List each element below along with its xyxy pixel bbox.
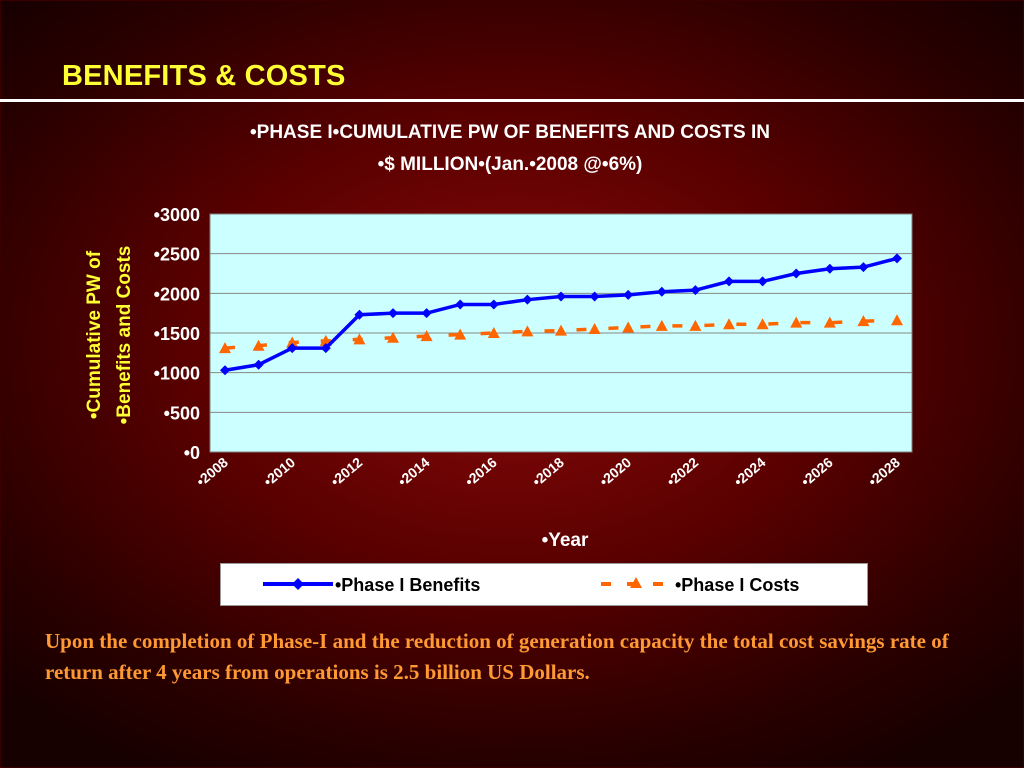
chart-title-line2: •$ MILLION•(Jan.•2008 @•6%) (377, 154, 643, 175)
chart-legend: •Phase I Benefits •Phase I Costs (220, 563, 868, 606)
costs-point (723, 318, 735, 330)
benefits-point (455, 299, 466, 310)
benefits-point (858, 262, 869, 273)
x-tick-label: •2020 (596, 454, 634, 490)
y-tick-label: •1000 (154, 364, 200, 384)
costs-point (454, 328, 467, 340)
benefits-point (623, 289, 634, 300)
benefits-point (824, 263, 835, 274)
costs-point (622, 321, 635, 333)
benefits-point (556, 291, 566, 302)
x-tick-label: •2014 (395, 454, 433, 490)
costs-point (252, 339, 265, 351)
benefits-point (522, 294, 533, 305)
y-tick-label: •2500 (154, 245, 200, 265)
benefits-point (724, 276, 734, 287)
legend-costs-label: •Phase I Costs (675, 575, 800, 595)
benefits-point (354, 309, 365, 320)
x-tick-label: •2024 (731, 454, 769, 490)
costs-point (387, 331, 399, 343)
benefits-point (892, 253, 902, 264)
slide-title: BENEFITS & COSTS (62, 60, 346, 92)
costs-point (857, 315, 870, 327)
benefits-point (488, 299, 499, 310)
x-tick-label: •2028 (865, 454, 903, 490)
x-tick-label: •2018 (529, 454, 567, 490)
x-tick-label: •2010 (260, 454, 298, 490)
legend-benefits-label: •Phase I Benefits (335, 575, 481, 595)
y-tick-label: •1500 (154, 324, 200, 344)
y-tick-label: •3000 (154, 205, 200, 225)
benefits-point (757, 276, 768, 287)
costs-point (286, 336, 299, 348)
y-tick-label: •0 (184, 443, 200, 463)
costs-point (655, 319, 668, 331)
costs-point (689, 319, 702, 331)
benefits-point (253, 359, 264, 370)
chart-title-line1: •PHASE I•CUMULATIVE PW OF BENEFITS AND C… (250, 122, 770, 143)
benefits-point (220, 365, 230, 376)
x-tick-label: •2022 (663, 454, 701, 490)
costs-point (555, 324, 567, 336)
costs-point (891, 314, 903, 326)
legend-benefits-swatch (263, 578, 333, 590)
x-axis-title: •Year (541, 530, 589, 551)
y-tick-label: •500 (164, 403, 200, 423)
benefits-point (656, 286, 667, 297)
costs-point (790, 316, 803, 328)
costs-point (823, 316, 836, 328)
benefits-point (287, 343, 298, 354)
x-tick-label: •2026 (798, 454, 836, 490)
x-tick-label: •2016 (462, 454, 500, 490)
line-chart: •0•500•1000•1500•2000•2500•3000•2008 •201… (154, 205, 913, 490)
costs-point (219, 342, 231, 354)
costs-point (756, 318, 769, 330)
legend-costs-swatch (601, 577, 671, 588)
y-tick-label: •2000 (154, 284, 200, 304)
benefits-point (388, 308, 398, 319)
slide-caption: Upon the completion of Phase-I and the r… (45, 629, 949, 684)
benefits-point (320, 343, 331, 354)
benefits-point (690, 285, 701, 296)
benefits-point (421, 308, 432, 319)
benefits-point (589, 291, 600, 302)
costs-point (588, 323, 601, 335)
x-tick-label: •2012 (327, 454, 365, 490)
title-divider (0, 99, 1024, 102)
costs-point (420, 330, 433, 342)
costs-point (521, 325, 534, 337)
costs-point (353, 333, 366, 345)
costs-point (487, 327, 500, 338)
benefits-point (791, 268, 802, 279)
